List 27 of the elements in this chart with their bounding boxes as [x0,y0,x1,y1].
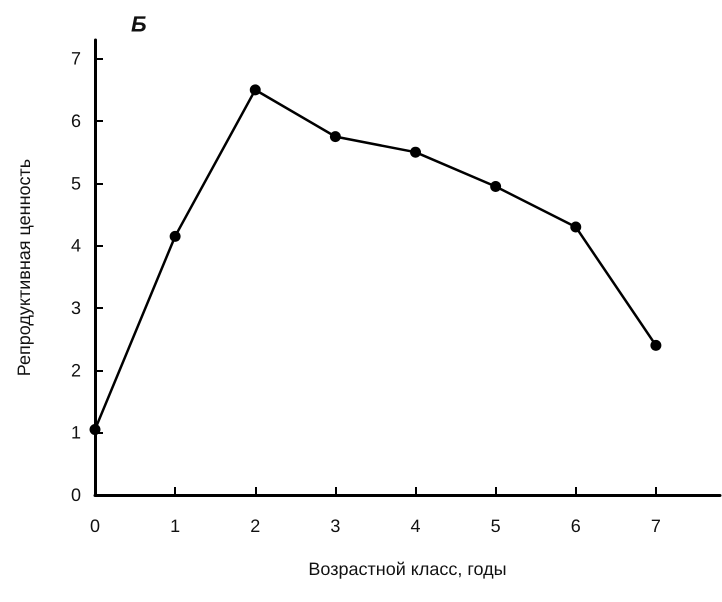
y-tick-label: 0 [70,485,81,505]
x-tick-label: 3 [330,516,340,536]
x-tick-label: 7 [650,516,661,536]
point [410,146,422,158]
y-tick-label: 7 [70,48,81,69]
x-tick-label: 5 [490,516,501,536]
y-tick-label: 1 [70,422,81,443]
point [250,84,261,96]
point [330,131,341,142]
y-tick-label: 6 [70,111,81,132]
y-tick-label: 3 [70,298,81,318]
y-tick-label: 4 [70,236,81,256]
x-tick-label: 2 [250,516,260,536]
point [170,230,181,242]
y-tick-label: 2 [70,360,81,380]
point [490,180,502,192]
x-tick-label: 6 [570,516,581,536]
point [90,424,100,436]
point [650,340,662,351]
y-axis-title: Репродуктивная ценность [14,158,34,376]
x-axis-title: Возрастной класс, годы [308,559,507,579]
y-tick-label: 5 [70,173,81,194]
x-tick-label: 0 [90,516,100,536]
chart-title: Б [131,12,147,36]
point [570,221,582,232]
x-tick-label: 4 [410,516,421,536]
x-tick-label: 1 [170,516,180,536]
